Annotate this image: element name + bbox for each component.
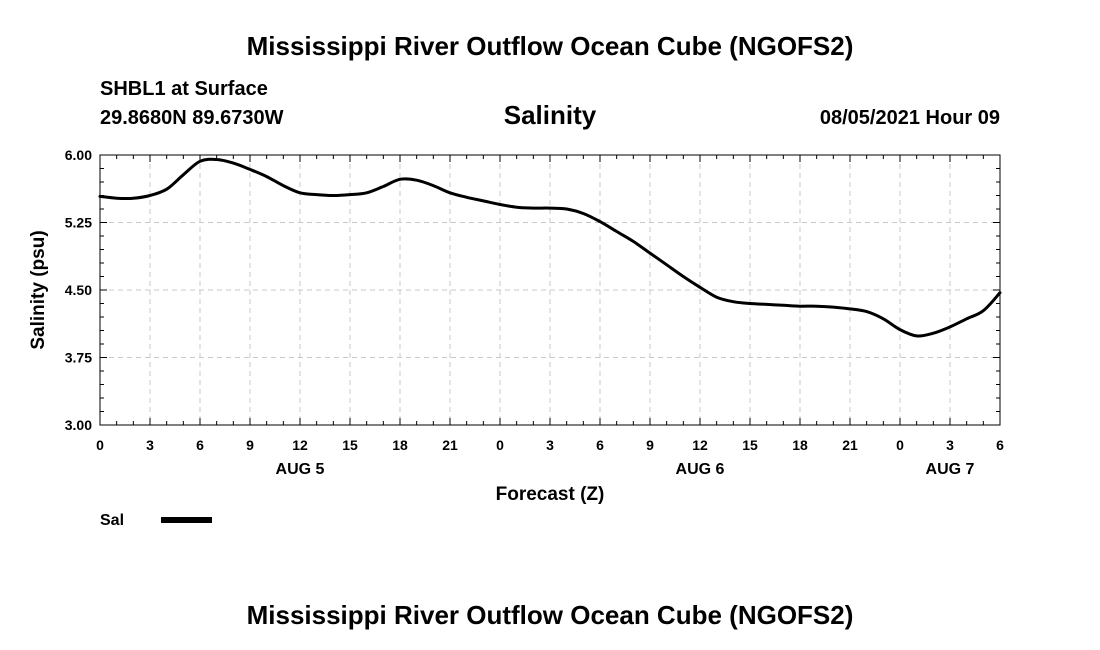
x-tick-label: 15 — [342, 437, 358, 453]
y-tick-label: 5.25 — [65, 215, 92, 231]
chart-subtitle: Salinity — [504, 100, 597, 130]
x-tick-label: 15 — [742, 437, 758, 453]
series-layer — [98, 157, 1002, 338]
x-tick-label: 6 — [196, 437, 204, 453]
x-tick-label: 9 — [246, 437, 254, 453]
x-tick-label: 21 — [842, 437, 858, 453]
x-tick-label: 3 — [146, 437, 154, 453]
x-tick-label: 6 — [996, 437, 1004, 453]
x-tick-label: 18 — [792, 437, 808, 453]
x-tick-label: 9 — [646, 437, 654, 453]
x-axis-label: Forecast (Z) — [496, 484, 605, 505]
footer-title: Mississippi River Outflow Ocean Cube (NG… — [247, 600, 854, 630]
date-label: AUG 6 — [676, 461, 725, 478]
y-axis-label: Salinity (psu) — [28, 230, 49, 349]
axis-layer: 3.00 3.75 4.50 5.25 6.00 0 3 6 9 12 15 18 21 0 3 6 9 12 15… — [65, 147, 1004, 478]
grid-layer — [100, 155, 1000, 425]
date-label: AUG 7 — [926, 461, 975, 478]
date-label: AUG 5 — [276, 461, 325, 478]
y-tick-label: 3.75 — [65, 350, 92, 366]
x-tick-label: 12 — [692, 437, 708, 453]
x-tick-label: 12 — [292, 437, 308, 453]
x-tick-label: 3 — [546, 437, 554, 453]
y-tick-label: 6.00 — [65, 147, 92, 163]
coordinates-label: 29.8680N 89.6730W — [100, 107, 284, 129]
legend: Sal — [100, 512, 212, 529]
chart-title: Mississippi River Outflow Ocean Cube (NG… — [247, 31, 854, 61]
x-tick-label: 0 — [96, 437, 104, 453]
y-tick-label: 4.50 — [65, 282, 92, 298]
x-tick-label: 0 — [896, 437, 904, 453]
x-tick-label: 21 — [442, 437, 458, 453]
x-tick-label: 0 — [496, 437, 504, 453]
station-label: SHBL1 at Surface — [100, 78, 268, 100]
x-tick-label: 3 — [946, 437, 954, 453]
series-line-sal — [98, 157, 1002, 338]
x-tick-label: 18 — [392, 437, 408, 453]
x-tick-label: 6 — [596, 437, 604, 453]
legend-label: Sal — [100, 512, 124, 529]
y-tick-label: 3.00 — [65, 417, 92, 433]
datetime-label: 08/05/2021 Hour 09 — [820, 107, 1000, 129]
